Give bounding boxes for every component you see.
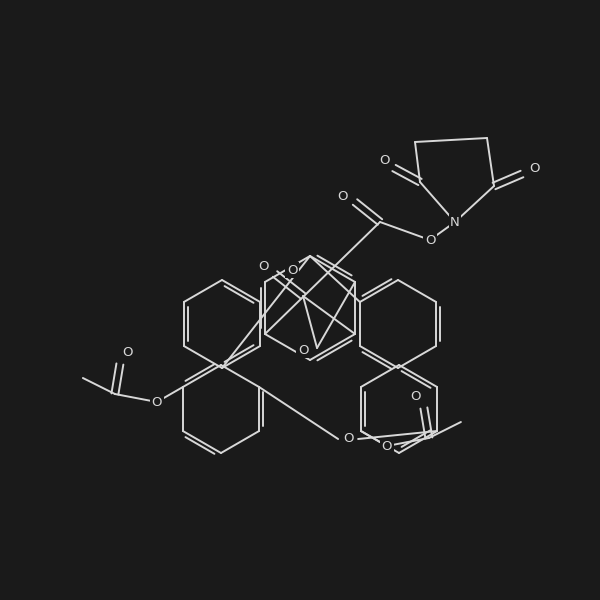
Text: O: O bbox=[287, 263, 297, 277]
Text: O: O bbox=[379, 154, 389, 166]
Text: O: O bbox=[152, 395, 162, 409]
Text: O: O bbox=[122, 346, 133, 358]
Text: O: O bbox=[529, 161, 539, 175]
Text: O: O bbox=[343, 433, 353, 445]
Text: O: O bbox=[298, 343, 308, 356]
Text: O: O bbox=[410, 389, 421, 403]
Text: O: O bbox=[425, 233, 435, 247]
Text: O: O bbox=[338, 190, 348, 202]
Text: O: O bbox=[258, 259, 268, 272]
Text: N: N bbox=[450, 215, 460, 229]
Text: O: O bbox=[382, 439, 392, 452]
